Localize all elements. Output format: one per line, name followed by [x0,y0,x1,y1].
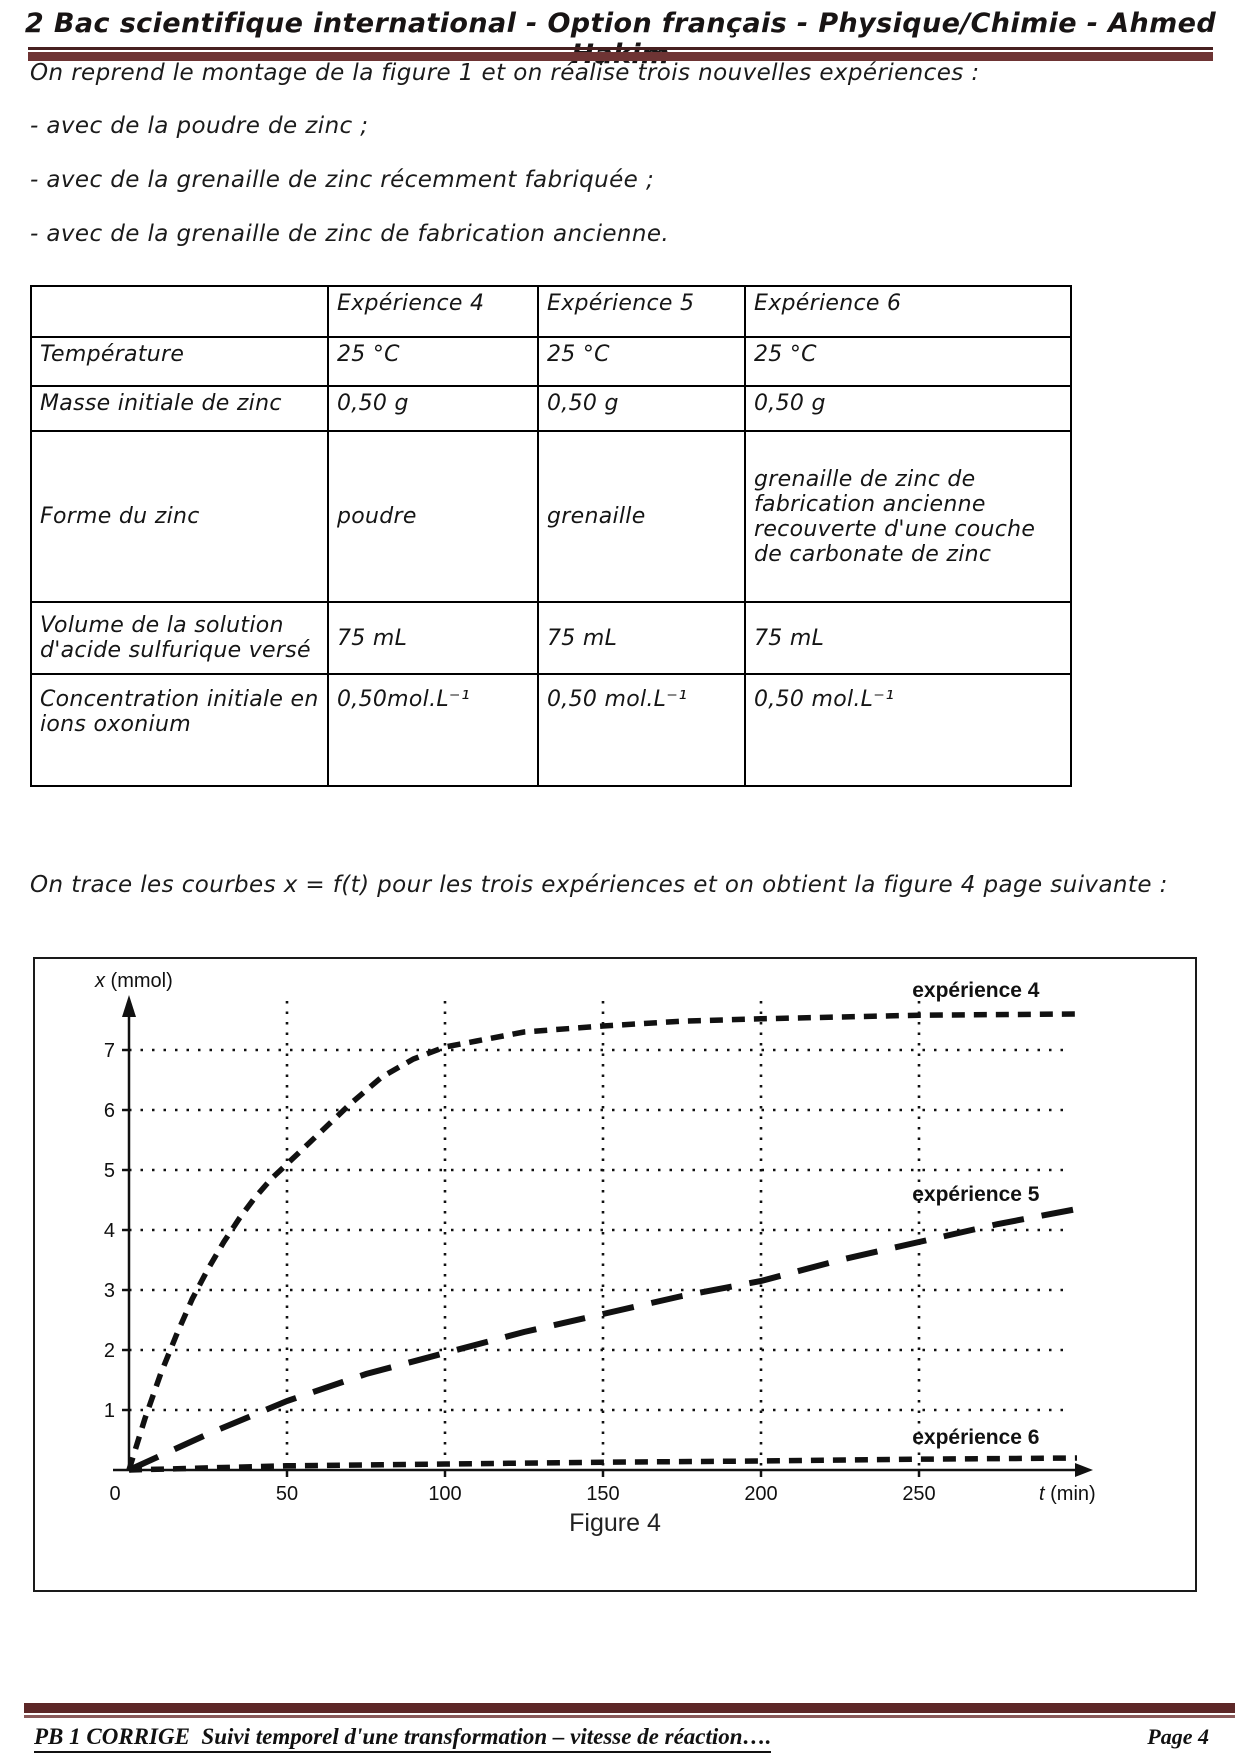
cell-value: 0,50 mol.L⁻¹ [537,673,746,787]
cell-value: grenaille de zinc de fabrication ancienn… [744,430,1072,603]
chart-text: 2 [104,1340,115,1362]
cell-value: 25 °C [744,336,1072,387]
chart-text: 250 [902,1483,935,1505]
header-cell-exp5: Expérience 5 [537,285,746,338]
figure4-chart: 0 50 100 150 200 250 1 2 3 4 5 6 7 x (mmol) t (min) exp… [94,970,1096,1505]
separator-thick-line [24,1703,1235,1713]
footer-page-number: Page 4 [1147,1724,1209,1749]
row-label: Masse initiale de zinc [30,385,329,432]
chart-text: expérience 5 [912,1183,1040,1206]
cell-value: 0,50 mol.L⁻¹ [744,673,1072,787]
table-row: Concentration initiale en ions oxonium 0… [30,673,1072,787]
cell-value: 0,50 g [744,385,1072,432]
row-label: Température [30,336,329,387]
chart-shape [122,995,136,1017]
header-cell-exp6: Expérience 6 [744,285,1072,338]
cell-value: poudre [327,430,539,603]
separator-thin-line [28,47,1213,50]
header-separator [28,47,1213,61]
row-label: Forme du zinc [30,430,329,603]
cell-value: 75 mL [537,601,746,675]
cell-value: grenaille [537,430,746,603]
chart-text: 5 [104,1160,115,1182]
cell-value: 25 °C [537,336,746,387]
chart-shape [128,1455,1078,1473]
cell-value: 75 mL [327,601,539,675]
chart-text: 0 [109,1483,120,1505]
bullet-line-2: - avec de la grenaille de zinc récemment… [30,167,655,193]
chart-text: expérience 6 [912,1426,1039,1449]
chart-text: t (min) [1039,1483,1096,1505]
cell-value: 75 mL [744,601,1072,675]
table-row: Forme du zinc poudre grenaille grenaille… [30,430,1072,603]
header-cell-empty [30,285,329,338]
chart-text: 6 [104,1100,115,1122]
cell-value: 0,50 g [327,385,539,432]
footer-document-title: PB 1 CORRIGE Suivi temporel d'une transf… [34,1724,772,1753]
chart-shape [1075,1463,1093,1477]
chart-text: expérience 4 [912,979,1040,1002]
table-row: Volume de la solution d'acide sulfurique… [30,601,1072,675]
cell-value: 0,50 g [537,385,746,432]
separator-thick-line [28,52,1213,61]
cell-value: 25 °C [327,336,539,387]
chart-text: 7 [104,1040,115,1062]
row-label: Concentration initiale en ions oxonium [30,673,329,787]
table-row: Masse initiale de zinc 0,50 g 0,50 g 0,5… [30,385,1072,432]
cell-value: 0,50mol.L⁻¹ [327,673,539,787]
figure-caption: Figure 4 [569,1509,661,1537]
chart-text: 150 [586,1483,619,1505]
intro-line: On reprend le montage de la figure 1 et … [30,60,980,86]
chart-text: 4 [104,1220,115,1242]
bullet-line-3: - avec de la grenaille de zinc de fabric… [30,221,670,247]
chart-text: 1 [104,1400,115,1422]
chart-text: 3 [104,1280,115,1302]
figure4-box: 0 50 100 150 200 250 1 2 3 4 5 6 7 x (mmol) t (min) exp… [33,957,1197,1592]
row-label: Volume de la solution d'acide sulfurique… [30,601,329,675]
experiments-table: Expérience 4 Expérience 5 Expérience 6 T… [30,285,1072,787]
chart-text: x (mmol) [94,970,173,992]
table-row: Température 25 °C 25 °C 25 °C [30,336,1072,387]
bullet-line-1: - avec de la poudre de zinc ; [30,113,369,139]
footer-separator [24,1703,1235,1718]
header-cell-exp4: Expérience 4 [327,285,539,338]
chart-shape [127,1206,1078,1473]
separator-thin-line [24,1715,1235,1718]
curves-paragraph: On trace les courbes x = f(t) pour les t… [30,872,1168,898]
chart-text: 100 [428,1483,461,1505]
chart-text: 50 [276,1483,298,1505]
chart-text: 200 [744,1483,777,1505]
chart-shape [126,1011,1078,1471]
table-header-row: Expérience 4 Expérience 5 Expérience 6 [30,285,1072,338]
